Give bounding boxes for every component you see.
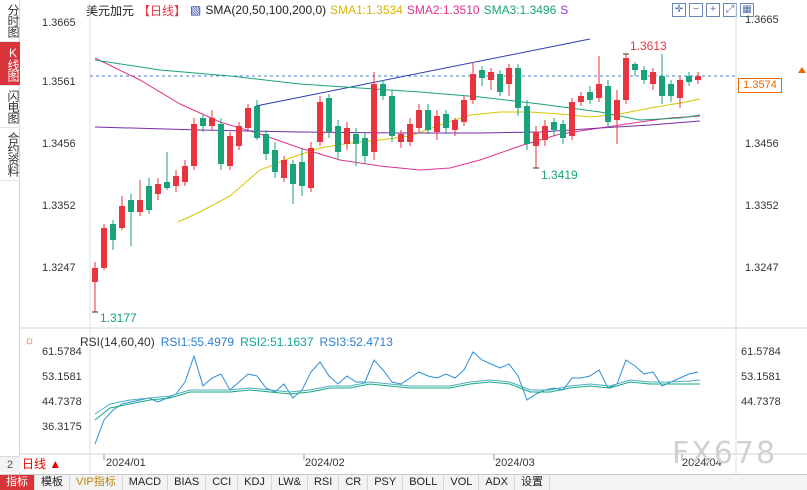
- tab-lightning[interactable]: 闪电图: [0, 86, 20, 128]
- rsi-header: RSI(14,60,40) RSI1:55.4979 RSI2:51.1637 …: [80, 335, 399, 349]
- toolbar-bias[interactable]: BIAS: [168, 475, 207, 490]
- rsi-label-left: 44.7378: [42, 396, 82, 408]
- grid-icon[interactable]: ▦: [740, 3, 754, 17]
- plus-icon[interactable]: +: [706, 3, 720, 17]
- tab-timeshare[interactable]: 分时图: [0, 0, 20, 42]
- price-label-right: 1.3247: [745, 262, 779, 274]
- toolbar-kdj[interactable]: KDJ: [238, 475, 272, 490]
- toolbar-vip-indicators[interactable]: VIP指标: [70, 475, 123, 490]
- dropdown-arrow-icon: ▲: [49, 457, 62, 471]
- high-annotation: 1.3613: [630, 39, 667, 53]
- settings-sun-icon[interactable]: ☼: [24, 333, 35, 347]
- period-selector-label: 日线: [22, 457, 47, 471]
- price-label-right: 1.3665: [745, 14, 779, 26]
- tab-kline[interactable]: K线图: [0, 42, 20, 86]
- sma-label[interactable]: SMA(20,50,100,200,0): [205, 3, 327, 17]
- rsi-label-right: 53.1581: [741, 371, 781, 383]
- rsi-label-right: 61.5784: [741, 346, 781, 358]
- rsi1-value: RSI1:55.4979: [160, 335, 235, 349]
- toolbar-cr[interactable]: CR: [339, 475, 369, 490]
- tab-contract-info[interactable]: 合约资料: [0, 128, 20, 181]
- symbol-name: 美元加元: [86, 3, 135, 18]
- sma2-value: SMA2:1.3510: [406, 3, 480, 17]
- chart-header: 美元加元 【日线】 ▧ SMA(20,50,100,200,0) SMA1:1.…: [86, 2, 572, 18]
- price-label-left: 1.3665: [42, 17, 76, 29]
- toolbar-macd[interactable]: MACD: [123, 475, 169, 490]
- price-label-left: 1.3456: [42, 138, 76, 150]
- swing-low-annotation: 1.3419: [541, 168, 578, 182]
- date-label: 2024/04: [682, 457, 722, 469]
- sidebar-bottom-number: 2: [0, 456, 20, 472]
- current-price-tag: 1.3574: [738, 78, 782, 93]
- price-label-left: 1.3352: [42, 200, 76, 212]
- watermark: FX678: [672, 436, 778, 471]
- date-label: 2024/03: [495, 457, 535, 469]
- rsi-label-left: 53.1581: [42, 371, 82, 383]
- rsi-label-left: 61.5784: [42, 346, 82, 358]
- toolbar-psy[interactable]: PSY: [368, 475, 404, 490]
- indicator-toolbar: 指标 模板 VIP指标 MACD BIAS CCI KDJ LW& RSI CR…: [0, 474, 807, 490]
- toolbar-rsi[interactable]: RSI: [308, 475, 340, 490]
- rsi3-value: RSI3:52.4713: [319, 335, 393, 349]
- crosshair-icon[interactable]: ✛: [672, 3, 686, 17]
- rsi-label-left: 36.3175: [42, 421, 82, 433]
- rsi-title[interactable]: RSI(14,60,40): [80, 335, 155, 349]
- price-label-right: 1.3352: [745, 200, 779, 212]
- rsi2-value: RSI2:51.1637: [240, 335, 314, 349]
- date-label: 2024/01: [106, 457, 146, 469]
- toolbar-lw[interactable]: LW&: [272, 475, 308, 490]
- toolbar-adx[interactable]: ADX: [479, 475, 515, 490]
- price-label-left: 1.3247: [42, 262, 76, 274]
- toolbar-vol[interactable]: VOL: [444, 475, 480, 490]
- toolbar-indicators[interactable]: 指标: [0, 475, 35, 490]
- sidebar: 分时图 K线图 闪电图 合约资料 2: [0, 0, 20, 474]
- toolbar-settings[interactable]: 设置: [515, 475, 550, 490]
- price-label-left: 1.3561: [42, 76, 76, 88]
- toolbar-boll[interactable]: BOLL: [403, 475, 445, 490]
- toolbar-cci[interactable]: CCI: [206, 475, 239, 490]
- sma3-value: SMA3:1.3496: [483, 3, 557, 17]
- header-icons: ✛ − + ⤢ ▦: [672, 3, 754, 17]
- minus-icon[interactable]: −: [689, 3, 703, 17]
- s-marker: S: [560, 3, 569, 17]
- period-selector[interactable]: 日线 ▲: [22, 457, 82, 472]
- low-annotation: 1.3177: [100, 311, 137, 325]
- indicator-icon[interactable]: ▧: [190, 3, 202, 17]
- sma1-value: SMA1:1.3534: [330, 3, 403, 17]
- price-label-right: 1.3456: [745, 138, 779, 150]
- period-tag: 【日线】: [138, 3, 187, 18]
- rsi-label-right: 44.7378: [741, 396, 781, 408]
- toolbar-template[interactable]: 模板: [35, 475, 70, 490]
- date-label: 2024/02: [305, 457, 345, 469]
